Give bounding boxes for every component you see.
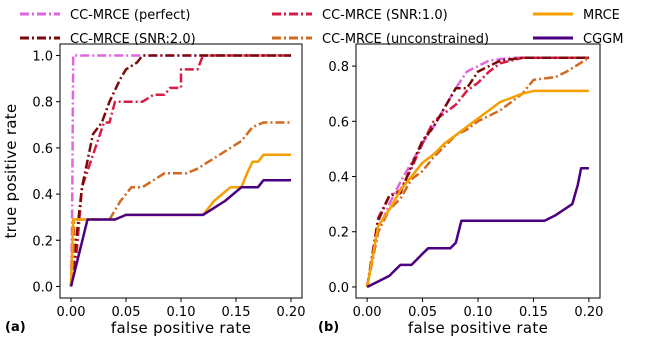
x-tick-label: 0.10 [167, 305, 196, 320]
y-axis-label: true positive rate [2, 103, 20, 238]
y-tick-label: 0.8 [328, 60, 349, 75]
x-axis-label: false positive rate [111, 319, 251, 337]
y-tick-label: 0.8 [32, 96, 53, 111]
panel-label: (a) [5, 320, 26, 335]
legend-label-mrce: MRCE [583, 8, 620, 23]
y-tick-label: 0.2 [32, 234, 53, 249]
y-tick-label: 0.4 [328, 171, 349, 186]
series-line-snr1 [69, 54, 291, 287]
series-line-unconstrained [69, 121, 291, 287]
y-tick-label: 0.0 [328, 281, 349, 296]
x-tick-label: 0.20 [574, 305, 603, 320]
x-tick-label: 0.20 [277, 305, 306, 320]
series-layer [365, 56, 590, 289]
series-layer [69, 54, 291, 287]
x-tick-label: 0.10 [464, 305, 493, 320]
y-tick-label: 0.2 [328, 226, 349, 241]
legend-entry-snr2: CC-MRCE (SNR:2.0) [20, 32, 196, 47]
series-line-snr1 [365, 56, 589, 288]
legend-label-perfect: CC-MRCE (perfect) [70, 8, 190, 23]
legend-entry-perfect: CC-MRCE (perfect) [20, 8, 190, 23]
y-tick-label: 1.0 [32, 50, 53, 65]
y-tick-label: 0.6 [328, 115, 349, 130]
y-tick-label: 0.4 [32, 188, 53, 203]
series-line-unconstrained [365, 56, 590, 288]
x-axis-label: false positive rate [408, 319, 548, 337]
y-tick-label: 0.6 [32, 142, 53, 157]
series-line-perfect [365, 56, 589, 288]
y-tick-label: 0.0 [32, 280, 53, 295]
legend-entry-mrce: MRCE [533, 8, 620, 23]
panel-b: 0.00 0.05 0.10 0.15 0.20 0.0 0.2 0.4 0.6 0.8 false… [318, 43, 603, 337]
x-tick-label: 0.15 [519, 305, 548, 320]
legend-entry-unconstrained: CC-MRCE (unconstrained) [272, 32, 489, 47]
legend-entry-cggm: CGGM [533, 32, 623, 47]
series-line-snr2 [69, 54, 291, 287]
legend-label-unconstrained: CC-MRCE (unconstrained) [322, 32, 489, 47]
legend-label-snr1: CC-MRCE (SNR:1.0) [322, 8, 448, 23]
x-tick-label: 0.15 [222, 305, 251, 320]
legend: CC-MRCE (perfect) CC-MRCE (SNR:1.0) MRCE CC… [20, 8, 623, 47]
series-line-cggm [366, 166, 589, 289]
x-tick-label: 0.00 [353, 305, 382, 320]
panel-a: 0.00 0.05 0.10 0.15 0.20 0.0 0.2 0.4 0.6 0.8 1.0 fa… [2, 43, 306, 337]
legend-label-snr2: CC-MRCE (SNR:2.0) [70, 32, 196, 47]
x-tick-label: 0.00 [57, 305, 86, 320]
series-line-mrce [365, 89, 589, 288]
legend-label-cggm: CGGM [583, 32, 623, 47]
series-line-snr2 [365, 56, 589, 288]
series-line-perfect [69, 54, 291, 287]
x-tick-label: 0.05 [408, 305, 437, 320]
panel-label: (b) [318, 320, 339, 335]
x-tick-label: 0.05 [112, 305, 141, 320]
series-line-cggm [69, 178, 291, 287]
legend-entry-snr1: CC-MRCE (SNR:1.0) [272, 8, 448, 23]
